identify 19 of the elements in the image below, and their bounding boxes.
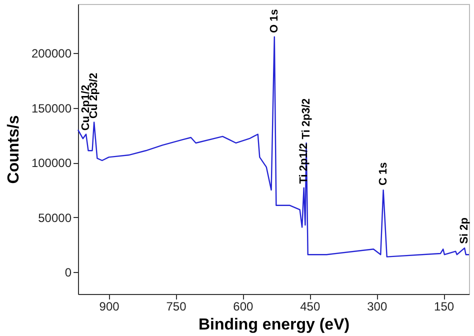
line-series [77,36,470,258]
y-tick-label: 100000 [31,156,72,170]
annotation: Ti 2p1/2 [298,142,310,184]
x-tick-label: 150 [434,300,454,314]
x-tick-label: 450 [300,300,320,314]
y-tick-label: 200000 [31,46,72,61]
annotation: Ti 2p3/2 [300,98,312,140]
annotation: Si 2p [458,217,471,244]
x-tick-label: 300 [367,300,388,314]
x-tick-label: 750 [166,300,187,314]
annotation: O 1s [268,9,280,33]
y-tick-label: 50000 [38,210,72,225]
y-tick-label: 150000 [31,101,72,116]
y-axis-title: Counts/s [5,115,22,184]
annotation: C 1s [377,162,390,186]
x-axis-title: Binding energy (eV) [198,316,350,334]
x-tick-label: 600 [233,300,254,314]
x-tick-label: 900 [99,300,120,314]
y-tick-label: 0 [64,266,72,280]
